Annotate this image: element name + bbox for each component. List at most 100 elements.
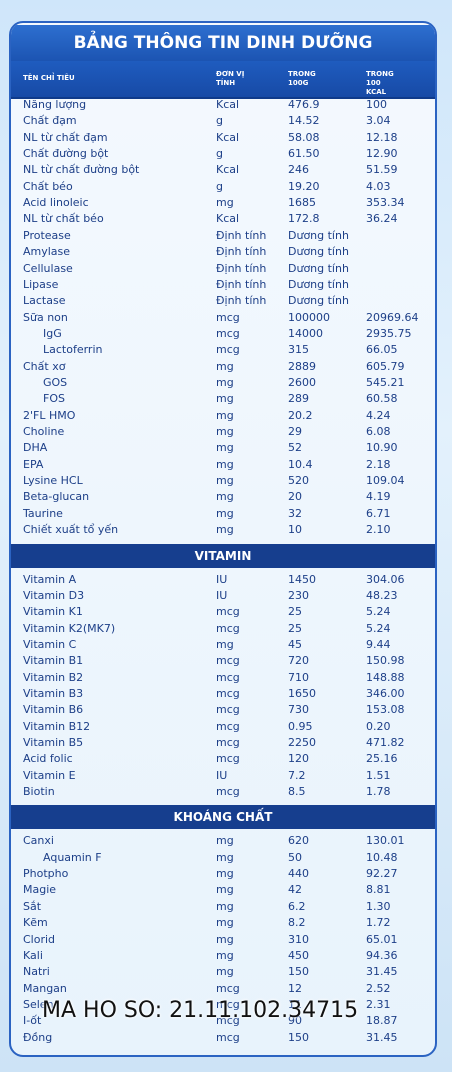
cell: 172.8 xyxy=(288,212,320,226)
row-label: Vitamin B1 xyxy=(23,654,84,668)
cell: Định tính xyxy=(216,294,267,308)
cell: 12.90 xyxy=(366,147,398,160)
cell: mg xyxy=(216,196,234,210)
row-label: FOS xyxy=(43,392,65,406)
table-row: Taurine mg 32 6.71 xyxy=(11,506,435,522)
row-label: Biotin xyxy=(23,785,55,798)
cell: 346.00 xyxy=(366,686,405,700)
table-row: Kẽm mg 8.2 1.72 xyxy=(11,915,435,931)
table-row: Chất béo g 19.20 4.03 xyxy=(11,179,435,195)
cell: 150.98 xyxy=(366,654,405,668)
cell: 100 xyxy=(366,98,387,111)
cell: 4.03 xyxy=(366,179,391,193)
row-label: Vitamin C xyxy=(23,637,77,651)
cell: mcg xyxy=(216,997,240,1011)
cell: 153.08 xyxy=(366,703,405,717)
row-label: Kẽm xyxy=(23,916,48,930)
table-row: NL từ chất đường bột Kcal 246 51.59 xyxy=(11,162,435,178)
table-row: Vitamin E IU 7.2 1.51 xyxy=(11,768,435,784)
table-row: IgG mcg 14000 2935.75 xyxy=(11,326,435,342)
cell: 150 xyxy=(288,965,309,979)
cell: mcg xyxy=(216,326,240,340)
cell: IU xyxy=(216,588,228,602)
row-label: Chiết xuất tổ yến xyxy=(23,523,119,537)
table-row: Aquamin F mg 50 10.48 xyxy=(11,850,435,866)
row-label: IgG xyxy=(43,326,62,340)
cell: 60.58 xyxy=(366,392,398,406)
table-row: DHA mg 52 10.90 xyxy=(11,440,435,456)
row-label: Mangan xyxy=(23,981,67,995)
cell: 3.04 xyxy=(366,114,391,128)
cell: mg xyxy=(216,376,234,389)
row-label: Taurine xyxy=(23,506,63,520)
cell: 130.01 xyxy=(366,834,405,848)
cell: 10.48 xyxy=(366,850,398,864)
cell: 476.9 xyxy=(288,98,320,111)
cell: mg xyxy=(216,474,234,488)
cell: Dương tính xyxy=(288,294,349,308)
table-row: Vitamin C mg 45 9.44 xyxy=(11,637,435,653)
table-row: Photpho mg 440 92.27 xyxy=(11,866,435,882)
cell: mcg xyxy=(216,1014,240,1028)
cell: 0.20 xyxy=(366,719,391,733)
row-label: Canxi xyxy=(23,834,54,848)
cell: mg xyxy=(216,408,234,422)
cell: 2250 xyxy=(288,736,316,749)
table-row: Selen mcg 11 2.31 xyxy=(11,997,435,1013)
cell: 9.44 xyxy=(366,637,391,651)
cell: mg xyxy=(216,965,234,979)
table-row: 2'FL HMO mg 20.2 4.24 xyxy=(11,408,435,424)
cell: 310 xyxy=(288,932,309,946)
cell: 14000 xyxy=(288,326,323,340)
cell: 25 xyxy=(288,621,302,635)
cell: Kcal xyxy=(216,130,240,144)
cell: Dương tính xyxy=(288,261,349,275)
table-row: Vitamin A IU 1450 304.06 xyxy=(11,572,435,588)
cell: mg xyxy=(216,392,234,406)
cell: mg xyxy=(216,932,234,946)
row-label: Lysine HCL xyxy=(23,474,83,488)
cell: mcg xyxy=(216,686,240,700)
table-row: Lactase Định tính Dương tính xyxy=(11,293,435,309)
cell: 6.08 xyxy=(366,425,391,438)
cell: 11 xyxy=(288,997,302,1011)
cell: 620 xyxy=(288,834,309,848)
cell: 94.36 xyxy=(366,948,398,962)
table-row: Vitamin K2(MK7) mcg 25 5.24 xyxy=(11,621,435,637)
row-label: Amylase xyxy=(23,245,71,259)
cell: 12 xyxy=(288,981,302,995)
row-label: Năng lượng xyxy=(23,98,87,111)
cell: 25.16 xyxy=(366,752,398,766)
table-row: NL từ chất đạm Kcal 58.08 12.18 xyxy=(11,130,435,146)
cell: g xyxy=(216,147,223,160)
column-label: TÊN CHỈ TIÊU xyxy=(23,74,75,82)
cell: 29 xyxy=(288,425,302,438)
table-title: BẢNG THÔNG TIN DINH DƯỠNG xyxy=(11,25,435,61)
cell: 100000 xyxy=(288,310,330,324)
cell: Định tính xyxy=(216,261,267,275)
cell: 4.19 xyxy=(366,490,391,504)
table-row: Kali mg 450 94.36 xyxy=(11,948,435,964)
cell: 20.2 xyxy=(288,408,313,422)
cell: 32 xyxy=(288,506,302,520)
cell: 5.24 xyxy=(366,605,391,619)
cell: 2.10 xyxy=(366,523,391,537)
cell: mg xyxy=(216,834,234,848)
cell: Dương tính xyxy=(288,245,349,259)
row-label: Photpho xyxy=(23,867,69,881)
row-label: Vitamin B6 xyxy=(23,703,84,717)
cell: 5.24 xyxy=(366,621,391,635)
cell: 440 xyxy=(288,867,309,881)
table-row: Amylase Định tính Dương tính xyxy=(11,244,435,260)
row-label: Aquamin F xyxy=(43,850,102,864)
section-header: KHOÁNG CHẤT xyxy=(11,805,435,830)
cell: 52 xyxy=(288,441,302,455)
nutrition-card: BẢNG THÔNG TIN DINH DƯỠNG TÊN CHỈ TIÊU Đ… xyxy=(9,21,437,1057)
table-row: Magie mg 42 8.81 xyxy=(11,882,435,898)
table-row: Chất đường bột g 61.50 12.90 xyxy=(11,146,435,162)
cell: 4.24 xyxy=(366,408,391,422)
cell: 2.31 xyxy=(366,997,391,1011)
row-label: 2'FL HMO xyxy=(23,408,76,422)
cell: 605.79 xyxy=(366,359,405,373)
cell: 450 xyxy=(288,948,309,962)
